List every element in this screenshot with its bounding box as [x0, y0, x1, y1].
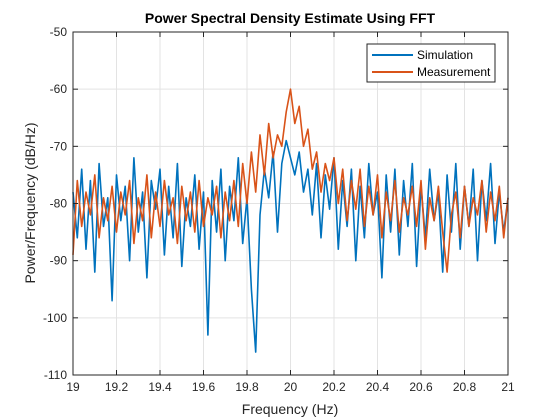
y-tick-label: -100	[43, 311, 67, 325]
x-tick-label: 19.6	[192, 380, 216, 394]
y-tick-label: -110	[44, 368, 67, 382]
x-tick-label: 20.8	[453, 380, 477, 394]
y-tick-label: -50	[50, 25, 68, 39]
x-tick-label: 19.8	[235, 380, 259, 394]
legend-box	[366, 43, 496, 83]
series-line-measurement	[72, 88, 509, 273]
y-tick-label: -70	[50, 139, 68, 153]
x-tick-label: 20.2	[322, 380, 346, 394]
legend-label-simulation: Simulation	[417, 48, 473, 62]
x-tick-label: 19	[66, 380, 80, 394]
x-tick-label: 21	[501, 380, 515, 394]
y-tick-label: -60	[50, 82, 68, 96]
series-lines	[72, 88, 509, 353]
legend-label-measurement: Measurement	[417, 65, 491, 79]
x-tick-label: 19.4	[148, 380, 172, 394]
x-tick-label: 19.2	[105, 380, 129, 394]
y-axis-label: Power/Frequency (dB/Hz)	[22, 122, 38, 283]
x-axis-label: Frequency (Hz)	[242, 401, 338, 417]
ticks	[72, 31, 509, 376]
legend: Simulation Measurement	[366, 43, 496, 83]
x-tick-label: 20.6	[409, 380, 433, 394]
chart-title: Power Spectral Density Estimate Using FF…	[145, 10, 436, 26]
y-tick-label: -90	[50, 254, 68, 268]
tick-labels: 19 19.2 19.4 19.6 19.8 20 20.2 20.4 20.6 20.8 21 -1…	[43, 25, 515, 394]
y-tick-label: -80	[50, 197, 68, 211]
x-tick-label: 20.4	[366, 380, 390, 394]
x-tick-label: 20	[284, 380, 298, 394]
